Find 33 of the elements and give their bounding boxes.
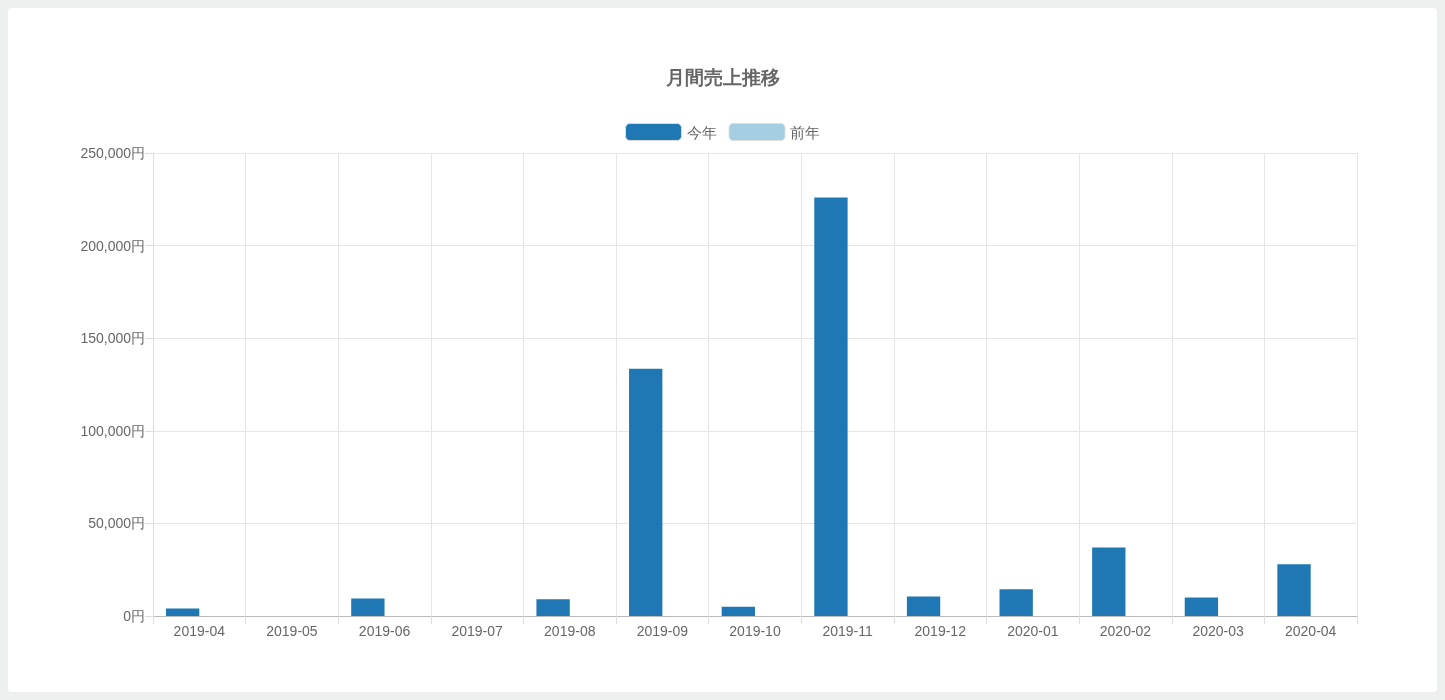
bar — [629, 368, 663, 616]
bar — [1184, 597, 1219, 616]
x-tick-label: 2020-03 — [1192, 623, 1244, 639]
bar — [1092, 547, 1126, 616]
bar — [165, 608, 200, 616]
y-tick-label: 100,000円 — [80, 422, 145, 439]
bar — [906, 596, 941, 616]
x-tick-label: 2019-04 — [173, 623, 226, 639]
x-tick-label: 2020-01 — [1007, 623, 1059, 639]
y-tick-label: 0円 — [123, 608, 145, 624]
bar — [999, 589, 1033, 616]
bar — [351, 598, 385, 616]
chart-title: 月間売上推移 — [664, 67, 780, 88]
x-tick-label: 2019-08 — [544, 623, 596, 639]
bar — [814, 197, 848, 616]
bar — [721, 606, 755, 616]
legend-label: 前年 — [790, 123, 820, 141]
x-tick-label: 2019-11 — [822, 623, 873, 639]
x-tick-label: 2019-12 — [914, 623, 967, 639]
legend-label: 今年 — [686, 123, 717, 141]
y-tick-label: 200,000円 — [80, 237, 145, 254]
x-tick-label: 2019-10 — [729, 623, 781, 639]
x-tick-label: 2019-05 — [266, 623, 318, 639]
y-tick-label: 150,000円 — [80, 330, 145, 347]
x-tick-label: 2019-09 — [636, 623, 689, 639]
x-tick-label: 2019-07 — [451, 623, 504, 639]
bar — [1277, 564, 1311, 616]
x-tick-label: 2019-06 — [358, 623, 411, 639]
y-tick-label: 250,000円 — [80, 145, 145, 161]
x-tick-label: 2020-04 — [1285, 623, 1337, 639]
x-tick-label: 2020-02 — [1099, 623, 1152, 639]
bar — [536, 599, 570, 616]
y-tick-label: 50,000円 — [88, 515, 145, 532]
